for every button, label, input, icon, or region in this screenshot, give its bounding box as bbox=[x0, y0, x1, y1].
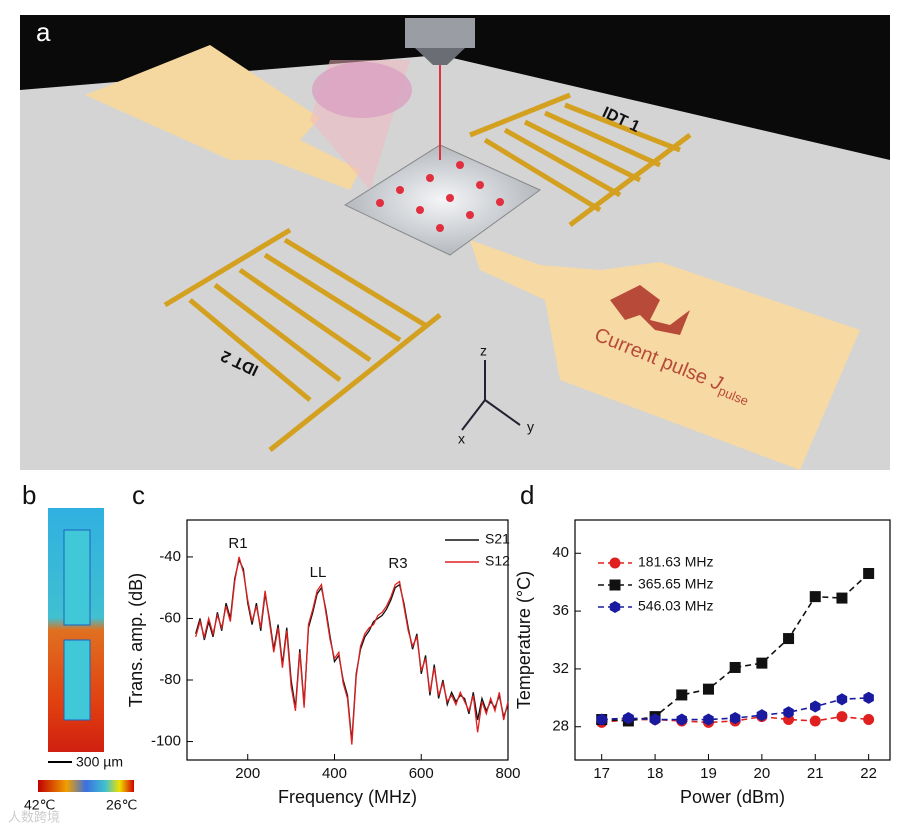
idt-2 bbox=[163, 227, 442, 452]
marker bbox=[809, 591, 821, 603]
axis-z-label: z bbox=[480, 343, 487, 359]
marker bbox=[756, 709, 768, 722]
marker bbox=[783, 706, 794, 719]
x-tick-label: 17 bbox=[593, 765, 610, 782]
objective bbox=[405, 18, 475, 48]
marker bbox=[836, 592, 848, 604]
legend-label: 365.65 MHz bbox=[638, 576, 713, 592]
skyrmions bbox=[376, 161, 504, 232]
y-axis-label: Temperature (°C) bbox=[514, 571, 534, 709]
objective-tip bbox=[415, 48, 465, 65]
x-tick-label: 600 bbox=[409, 765, 434, 782]
x-tick-label: 19 bbox=[700, 765, 717, 782]
y-tick-label: 28 bbox=[552, 718, 569, 735]
marker bbox=[609, 600, 621, 614]
marker bbox=[729, 661, 741, 673]
x-tick-label: 400 bbox=[322, 765, 347, 782]
pad-left bbox=[85, 45, 360, 190]
plot-frame bbox=[574, 519, 891, 761]
marker bbox=[810, 700, 821, 713]
colorbar-label: 42℃ bbox=[24, 797, 55, 813]
panel-label: d bbox=[520, 480, 534, 510]
legend-label: S21 bbox=[485, 531, 510, 547]
y-tick-label: -60 bbox=[159, 609, 181, 626]
y-tick-label: 36 bbox=[552, 602, 569, 619]
marker bbox=[623, 712, 634, 725]
axes-icon bbox=[461, 360, 521, 431]
marker bbox=[729, 712, 741, 725]
marker bbox=[863, 714, 875, 726]
series-line bbox=[601, 572, 870, 722]
axis-x-label: x bbox=[458, 431, 465, 447]
x-tick-label: 800 bbox=[495, 765, 520, 782]
legend-label: 546.03 MHz bbox=[638, 598, 713, 614]
marker bbox=[609, 557, 621, 569]
marker bbox=[783, 633, 795, 645]
plate bbox=[343, 144, 541, 256]
y-tick-label: -80 bbox=[159, 671, 181, 688]
x-axis-label: Frequency (MHz) bbox=[278, 787, 417, 807]
marker bbox=[596, 713, 607, 726]
series-line bbox=[195, 556, 509, 745]
annotation: R1 bbox=[228, 535, 247, 552]
watermark: 人数跨境 bbox=[8, 809, 60, 824]
panel-label: c bbox=[132, 480, 145, 510]
marker bbox=[676, 689, 688, 701]
marker bbox=[649, 713, 661, 726]
spin-texture bbox=[312, 62, 412, 118]
annotation: R3 bbox=[388, 555, 407, 572]
marker bbox=[863, 691, 874, 704]
marker bbox=[676, 713, 688, 726]
colorbar-label: 26℃ bbox=[106, 797, 137, 813]
marker bbox=[702, 683, 714, 695]
x-tick-label: 21 bbox=[807, 765, 824, 782]
marker bbox=[863, 567, 875, 579]
annotation: LL bbox=[310, 564, 327, 581]
pad-right bbox=[470, 240, 860, 470]
x-tick-label: 22 bbox=[860, 765, 877, 782]
scene-a: IDT 1 IDT 2 Current pulse Jpulse x y z bbox=[20, 15, 890, 470]
background-dark bbox=[20, 15, 890, 160]
y-tick-label: -100 bbox=[151, 733, 181, 750]
pulse-icon bbox=[610, 285, 690, 335]
idt-1 bbox=[469, 92, 692, 227]
y-tick-label: -40 bbox=[159, 548, 181, 565]
marker bbox=[609, 579, 621, 591]
marker bbox=[836, 711, 848, 723]
legend-label: 181.63 MHz bbox=[638, 554, 713, 570]
x-axis-label: Power (dBm) bbox=[680, 787, 785, 807]
panel-label: b bbox=[22, 480, 36, 510]
marker bbox=[703, 713, 714, 726]
panel-label: a bbox=[36, 17, 51, 47]
marker bbox=[756, 657, 768, 669]
series-line bbox=[195, 558, 509, 742]
y-axis-label: Trans. amp. (dB) bbox=[126, 573, 146, 707]
legend-label: S12 bbox=[485, 553, 510, 569]
x-tick-label: 20 bbox=[754, 765, 771, 782]
scale-label: 300 µm bbox=[76, 754, 123, 770]
y-tick-label: 40 bbox=[552, 544, 569, 561]
x-tick-label: 200 bbox=[235, 765, 260, 782]
marker bbox=[783, 714, 795, 726]
marker bbox=[836, 693, 848, 706]
colorbar bbox=[38, 780, 134, 792]
x-tick-label: 18 bbox=[647, 765, 664, 782]
y-tick-label: 32 bbox=[552, 660, 569, 677]
axis-y-label: y bbox=[527, 419, 534, 435]
thermal-strip bbox=[63, 639, 91, 721]
marker bbox=[809, 715, 821, 727]
plot-frame bbox=[186, 519, 509, 761]
thermal-strip bbox=[63, 529, 91, 626]
